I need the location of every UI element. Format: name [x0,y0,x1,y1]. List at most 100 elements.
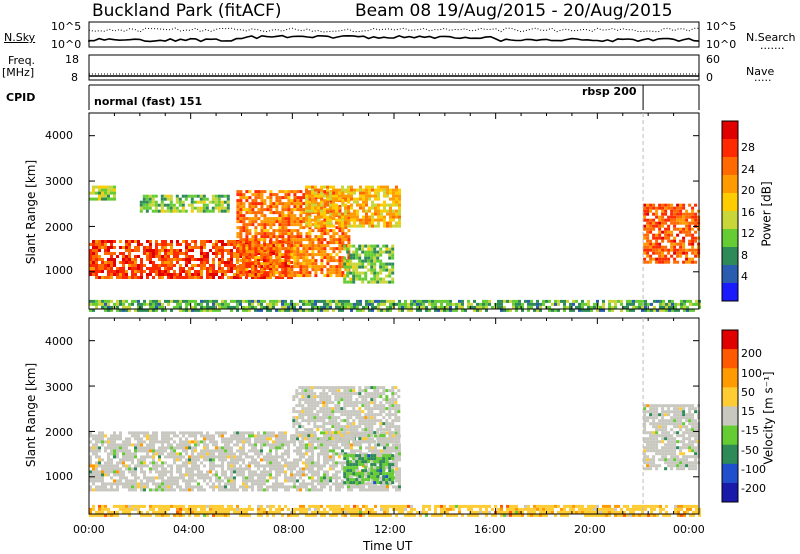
heatmap-cell [679,248,683,252]
heatmap-cell [164,258,167,261]
heatmap-cell [158,485,161,489]
heatmap-cell [341,431,344,435]
heatmap-cell [296,302,299,306]
heatmap-cell [119,299,122,303]
heatmap-cell [248,220,252,224]
heatmap-cell [158,449,161,453]
heatmap-cell [326,188,329,192]
heatmap-cell [131,273,134,276]
heatmap-cell [284,440,287,444]
heatmap-cell [308,191,311,195]
heatmap-cell [209,299,212,303]
heatmap-cell [337,392,341,396]
heatmap-cell [428,302,431,306]
heatmap-cell [305,482,308,486]
noise-left-tick-low: 10^0 [51,38,82,51]
heatmap-cell [260,479,263,483]
heatmap-cell [263,440,266,444]
heatmap-cell [307,386,311,390]
heatmap-cell [143,464,146,468]
heatmap-cell [248,259,252,263]
heatmap-cell [389,308,392,312]
heatmap-cell [349,280,353,284]
heatmap-cell [98,299,101,303]
heatmap-cell [143,488,146,492]
heatmap-cell [359,218,362,222]
heatmap-cell [359,299,362,303]
heatmap-cell [152,446,155,450]
heatmap-cell [395,209,398,213]
heatmap-cell [670,254,674,258]
heatmap-cell [322,428,326,432]
heatmap-cell [295,431,299,435]
heatmap-cell [110,449,113,453]
heatmap-cell [317,215,320,219]
heatmap-cell [275,211,279,215]
heatmap-cell [656,299,659,303]
heatmap-cell [254,253,258,257]
heatmap-cell [572,299,575,303]
heatmap-cell [374,305,377,309]
heatmap-cell [362,209,365,213]
heatmap-cell [458,305,461,309]
heatmap-cell [331,410,335,414]
heatmap-cell [101,434,104,438]
heatmap-cell [179,302,182,306]
heatmap-cell [284,193,288,197]
heatmap-cell [266,470,269,474]
heatmap-cell [236,256,240,260]
heatmap-cell [347,238,351,242]
heatmap-cell [95,246,98,249]
heatmap-cell [655,245,659,249]
heatmap-cell [352,256,356,260]
heatmap-cell [251,434,254,438]
heatmap-cell [107,305,110,309]
heatmap-cell [179,276,182,279]
heatmap-cell [310,434,314,438]
heatmap-cell [323,190,327,194]
heatmap-cell [248,476,251,480]
heatmap-cell [158,276,161,279]
heatmap-cell [608,302,611,306]
heatmap-cell [655,239,659,243]
heatmap-cell [137,267,140,270]
heatmap-cell [298,416,302,420]
heatmap-cell [221,270,224,273]
heatmap-cell [236,449,239,453]
heatmap-cell [290,214,294,218]
heatmap-cell [341,271,345,275]
heatmap-cell [242,229,246,233]
heatmap-cell [388,253,392,257]
heatmap-cell [254,190,258,194]
heatmap-cell [284,220,288,224]
heatmap-cell [170,243,173,246]
heatmap-cell [95,270,98,273]
heatmap-cell [530,302,533,306]
heatmap-cell [113,246,116,249]
heatmap-cell [203,246,206,249]
heatmap-cell [308,271,312,275]
heatmap-cell [662,299,665,303]
heatmap-cell [557,302,560,306]
heatmap-cell [224,270,227,273]
heatmap-cell [355,416,359,420]
heatmap-cell [209,273,212,276]
heatmap-cell [346,440,350,444]
heatmap-cell [290,464,293,468]
heatmap-cell [326,473,329,477]
heatmap-cell [170,476,173,480]
heatmap-cell [343,398,347,402]
heatmap-cell [281,262,285,266]
heatmap-cell [332,464,335,468]
heatmap-cell [335,470,338,474]
heatmap-cell [182,461,185,465]
heatmap-cell [298,386,302,390]
heatmap-cell [170,299,173,303]
heatmap-cell [245,229,249,233]
heatmap-cell [383,482,386,486]
heatmap-cell [239,271,243,275]
heatmap-cell [293,464,296,468]
heatmap-cell [272,193,276,197]
heatmap-cell [161,305,164,309]
heatmap-cell [328,410,332,414]
